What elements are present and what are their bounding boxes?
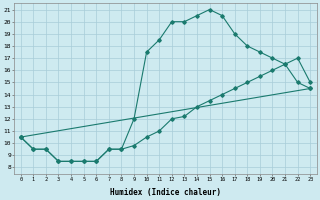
X-axis label: Humidex (Indice chaleur): Humidex (Indice chaleur) bbox=[110, 188, 221, 197]
